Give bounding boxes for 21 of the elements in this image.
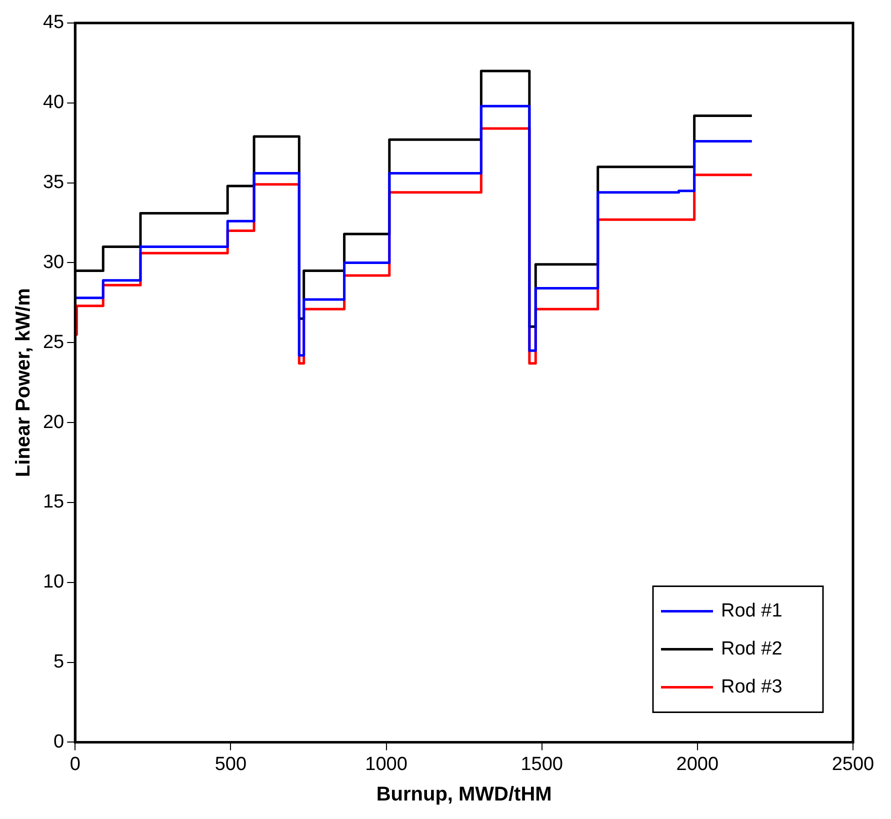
x-tick-label: 500 [214,754,247,775]
x-axis-title: Burnup, MWD/tHM [376,784,552,806]
x-tick-label: 2000 [676,754,719,775]
y-tick-label: 5 [54,652,64,673]
y-tick-label: 20 [42,412,64,433]
legend-label: Rod #3 [721,676,782,698]
x-tick-label: 1500 [520,754,563,775]
y-tick-label: 35 [42,172,64,194]
y-tick-label: 15 [42,492,64,513]
y-tick-label: 45 [42,12,64,34]
x-tick-label: 2500 [832,754,874,775]
y-tick-label: 10 [42,572,64,593]
legend-label: Rod #2 [721,638,782,660]
y-tick-label: 0 [54,731,64,752]
x-tick-label: 1000 [365,754,408,775]
y-tick-label: 30 [42,252,64,273]
y-tick-label: 40 [42,92,64,114]
x-tick-label: 0 [70,754,80,775]
legend-label: Rod #1 [721,600,782,622]
y-axis-title: Linear Power, kW/m [12,288,35,478]
y-tick-label: 25 [42,332,64,353]
